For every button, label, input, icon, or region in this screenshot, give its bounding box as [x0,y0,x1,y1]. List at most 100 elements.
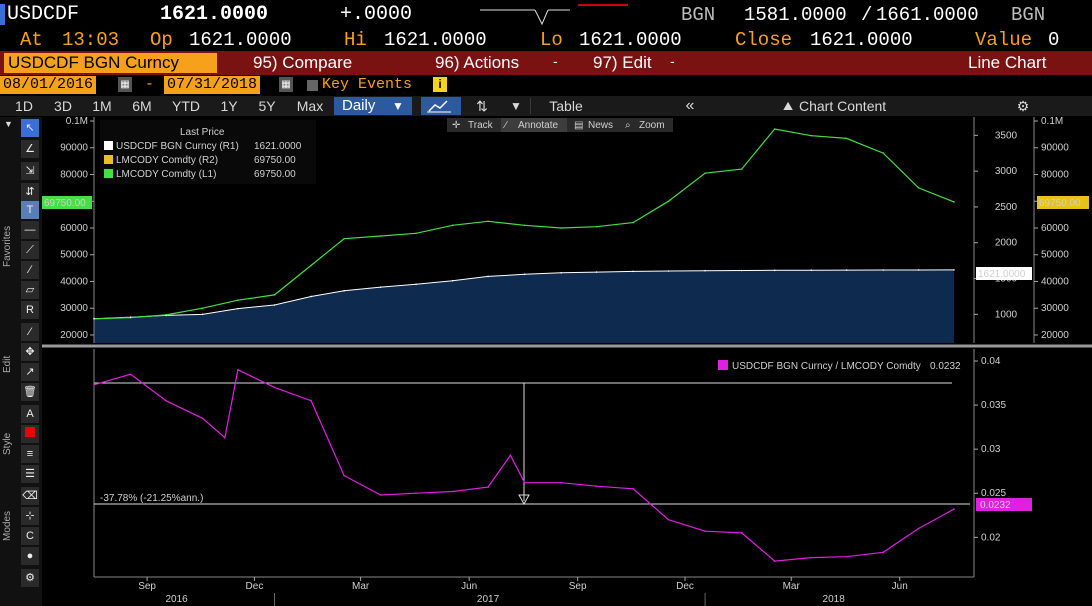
left-tick-label: 50000 [60,250,88,261]
trend-tool-icon[interactable]: ⇲ [21,162,39,180]
frequency-dropdown[interactable]: Daily ▼ [334,97,412,115]
crosshair-mode-icon[interactable]: ⊹ [21,507,39,525]
info-icon[interactable]: i [433,77,447,92]
bid-price: 1581.0000 [744,4,847,26]
ratio-point [523,481,526,484]
compare-menu[interactable]: 95) Compare [253,53,353,72]
usdcdf-point [201,313,204,316]
left-tick-label: 0.1M [66,117,88,127]
font-tool-icon[interactable]: A [21,405,39,423]
at-label: At [20,29,43,51]
regression-tool-icon[interactable]: R [21,301,39,319]
right-r1-tick-label: 3500 [995,130,1018,141]
key-events-checkbox[interactable] [307,80,318,91]
period-3d[interactable]: 3D [54,98,72,114]
period-5y[interactable]: 5Y [258,98,276,114]
x-month-label: Dec [676,581,694,592]
track-crosshair-icon: ✛ [452,120,460,131]
legend-label-r2: LMCODY Comdty (R2) [116,155,218,166]
pointer-tool-icon[interactable]: ↖ [21,119,39,137]
security-field[interactable]: USDCDF BGN Curncy [4,53,217,73]
annotate-tool[interactable]: Annotate [518,120,558,131]
line-tool-icon[interactable]: ∕ [21,261,39,279]
eraser-tool-icon[interactable]: ⌫ [21,487,39,505]
legend-value-r2: 69750.00 [254,155,296,166]
open-label: Op [150,29,173,51]
tools-settings-icon[interactable]: ⚙ [21,569,39,587]
chart-content-button[interactable]: Chart Content [799,98,887,114]
sidebar-collapse-icon[interactable]: ▼ [4,119,13,129]
line-weight-icon[interactable]: ≡ [21,445,39,463]
usdcdf-point [415,283,417,286]
ratio-point [509,454,512,457]
usdcdf-point [93,317,95,320]
high-value: 1621.0000 [384,29,487,51]
select-tool-icon[interactable]: ↗ [21,363,39,381]
period-ytd[interactable]: YTD [172,98,200,114]
settings-gear-icon[interactable]: ⚙ [1016,98,1030,114]
lmcody-point [379,235,382,237]
line-style-icon[interactable]: ☰ [21,465,39,483]
brush-tool-icon[interactable]: ⁄ [21,323,39,341]
bottom-legend-label: USDCDF BGN Curncy / LMCODY Comdty [732,361,921,372]
usdcdf-point [773,269,776,272]
start-calendar-icon[interactable]: ▦ [118,77,132,92]
color-mode-icon[interactable]: ● [21,547,39,565]
move-tool-icon[interactable]: ✥ [21,343,39,361]
news-tool[interactable]: News [588,120,613,131]
channel-tool-icon[interactable]: ▱ [21,281,39,299]
table-button[interactable]: Table [549,98,583,114]
period-1y[interactable]: 1Y [220,98,238,114]
ratio-point [882,551,885,554]
usdcdf-point [310,295,312,298]
fib-tool-icon[interactable]: ⇵ [21,183,39,201]
ratio-point [953,508,955,510]
x-month-label: Jun [892,581,908,592]
close-value: 1621.0000 [810,29,913,51]
lmcody-point [451,224,454,227]
price-chart[interactable]: 0.1M900008000070000600005000040000300002… [0,117,1092,606]
legend-value-l1: 69750.00 [254,169,296,180]
text-tool-icon[interactable]: T [21,201,39,219]
magnet-mode-icon[interactable]: C [21,527,39,545]
end-date-input[interactable]: 07/31/2018 [164,76,261,94]
edit-dropdown-icon[interactable]: - [670,53,675,69]
ratio-point [237,369,239,371]
right-l1-tick-label: 20000 [1041,330,1069,341]
line-chart-icon[interactable] [421,97,461,115]
ratio-point [165,399,167,402]
period-1d[interactable]: 1D [15,98,33,114]
period-max[interactable]: Max [296,98,324,114]
legend-swatch-r2 [104,155,113,164]
usdcdf-point [632,270,634,273]
actions-dropdown-icon[interactable]: - [553,53,558,69]
edit-menu[interactable]: 97) Edit [593,53,652,72]
bid-ask-separator: / [861,4,873,26]
bar-chart-icon[interactable]: ⇅ [476,98,488,114]
bid-currency: BGN [681,4,716,26]
end-calendar-icon[interactable]: ▦ [279,77,293,92]
track-tool[interactable]: Track [468,120,494,131]
start-date-input[interactable]: 08/01/2016 [0,76,97,94]
chart-type-label[interactable]: Line Chart [968,53,1047,72]
color-picker-icon[interactable] [21,425,39,443]
bottom-legend-value: 0.0232 [930,361,961,372]
annotation-text: -37.78% (-21.25%ann.) [100,493,203,504]
actions-menu[interactable]: 96) Actions [435,53,520,72]
right-r1-tick-label: 3000 [995,166,1018,177]
period-1m[interactable]: 1M [92,98,112,114]
ray-tool-icon[interactable]: ⟋ [21,241,39,259]
lmcody-point [487,220,489,223]
ratio-tick-label: 0.035 [981,400,1006,411]
date-range-bar: 08/01/2016 ▦ - 07/31/2018 ▦ Key Events i [0,76,1092,95]
chart-style-dropdown-icon[interactable]: ▼ [510,99,522,113]
horizontal-line-icon[interactable]: — [21,221,39,239]
frequency-label: Daily [342,97,376,114]
period-6m[interactable]: 6M [132,98,152,114]
zoom-tool[interactable]: Zoom [639,120,665,131]
right-white-badge-text: 1621.0000 [978,269,1026,280]
pen-tool-icon[interactable]: ∠ [21,140,39,158]
collapse-button[interactable]: « [685,97,695,114]
delete-icon[interactable]: 🗑 [21,383,39,401]
ratio-tick-label: 0.03 [981,444,1001,455]
